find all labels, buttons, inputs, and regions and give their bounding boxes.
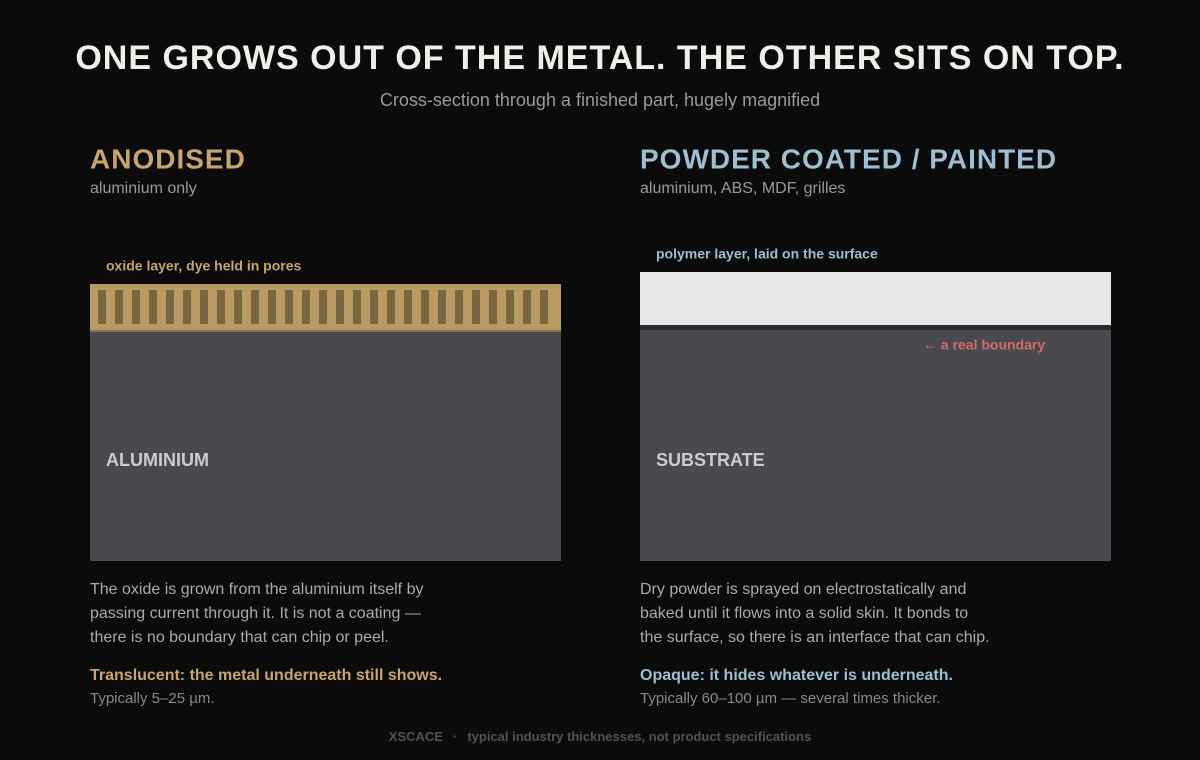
pore <box>421 290 429 324</box>
pore <box>404 290 412 324</box>
substrate-block <box>640 330 1111 561</box>
pore <box>387 290 395 324</box>
pore <box>217 290 225 324</box>
pore <box>268 290 276 324</box>
panel-subheading: aluminium, ABS, MDF, grilles <box>640 180 845 197</box>
layer-label: polymer layer, laid on the surface <box>656 246 878 262</box>
pore <box>540 290 548 324</box>
pore <box>336 290 344 324</box>
body-line: there is no boundary that can chip or pe… <box>90 629 389 646</box>
emphasis: Opaque: it hides whatever is underneath. <box>640 667 953 684</box>
boundary-gap <box>640 325 1111 330</box>
emphasis: Translucent: the metal underneath still … <box>90 667 442 684</box>
footer-note: typical industry thicknesses, not produc… <box>467 729 811 744</box>
base-label: ALUMINIUM <box>106 450 209 470</box>
body-line: passing current through it. It is not a … <box>90 605 421 622</box>
pores <box>98 290 548 324</box>
footer-brand: XSCACE <box>389 729 444 744</box>
note: Typically 5–25 µm. <box>90 690 215 707</box>
body-line: The oxide is grown from the aluminium it… <box>90 581 423 598</box>
panel-heading: POWDER COATED / PAINTED <box>640 143 1057 174</box>
pore <box>438 290 446 324</box>
panel-texts: The oxide is grown from the aluminium it… <box>90 581 990 707</box>
panel-heading: ANODISED <box>90 143 246 174</box>
body-line: baked until it flows into a solid skin. … <box>640 605 968 622</box>
base-label: SUBSTRATE <box>656 450 765 470</box>
pore <box>200 290 208 324</box>
polymer-layer <box>640 272 1111 325</box>
pore <box>98 290 106 324</box>
footer: XSCACE · typical industry thicknesses, not… <box>389 729 811 744</box>
aluminium-block <box>90 332 561 561</box>
body-line: the surface, so there is an interface th… <box>640 629 990 646</box>
pore <box>302 290 310 324</box>
pore <box>183 290 191 324</box>
pore <box>353 290 361 324</box>
boundary-label: ← a real boundary <box>923 337 1045 353</box>
pore <box>523 290 531 324</box>
pore <box>455 290 463 324</box>
pore <box>506 290 514 324</box>
footer-separator: · <box>453 729 457 744</box>
pore <box>489 290 497 324</box>
pore <box>472 290 480 324</box>
pore <box>132 290 140 324</box>
pore <box>251 290 259 324</box>
pore <box>285 290 293 324</box>
layer-label: oxide layer, dye held in pores <box>106 258 302 274</box>
pore <box>166 290 174 324</box>
body-line: Dry powder is sprayed on electrostatical… <box>640 581 966 598</box>
panel-subheading: aluminium only <box>90 180 197 197</box>
pore <box>319 290 327 324</box>
pore <box>370 290 378 324</box>
pore <box>234 290 242 324</box>
note: Typically 60–100 µm — several times thic… <box>640 690 940 707</box>
layer-edge <box>90 330 561 332</box>
title: ONE GROWS OUT OF THE METAL. THE OTHER SI… <box>75 39 1124 77</box>
pore <box>149 290 157 324</box>
subtitle: Cross-section through a finished part, h… <box>380 90 820 110</box>
pore <box>115 290 123 324</box>
